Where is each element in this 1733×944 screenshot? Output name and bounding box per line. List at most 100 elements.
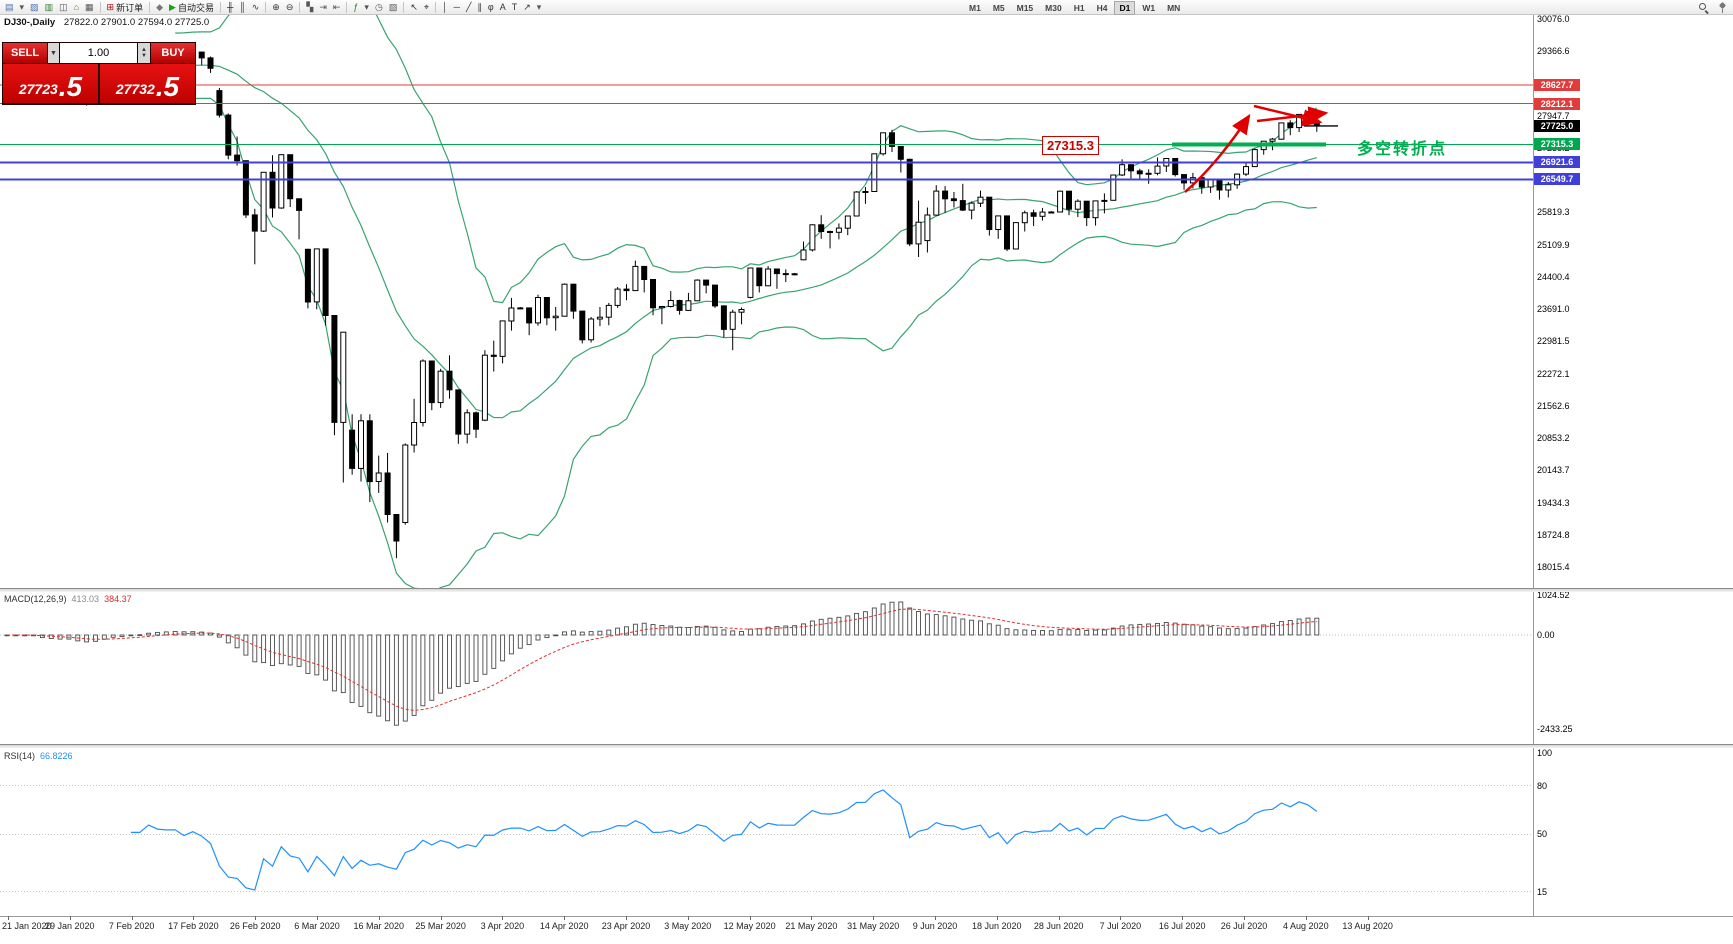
candles-chart-icon: ║ bbox=[239, 2, 246, 12]
price-axis-label: 19434.3 bbox=[1537, 497, 1570, 508]
chart-dropdown-button[interactable]: ▾ bbox=[18, 1, 27, 14]
tab-timeframe-M1[interactable]: M1 bbox=[969, 3, 981, 13]
time-tick bbox=[1305, 916, 1307, 920]
time-axis-label: 26 Feb 2020 bbox=[229, 921, 281, 931]
one-click-trading-panel: SELL ▼ 1.00 ▲ ▼ BUY 27723 .5 27732 .5 bbox=[2, 42, 196, 105]
tab-timeframe-W1[interactable]: W1 bbox=[1142, 3, 1156, 13]
tab-timeframe-M5[interactable]: M5 bbox=[992, 3, 1005, 13]
time-axis-label: 31 May 2020 bbox=[847, 921, 900, 931]
channel-button[interactable]: ∥ bbox=[475, 1, 484, 14]
macd-main-value: 413.03 bbox=[71, 594, 100, 604]
rsi-name: RSI(14) bbox=[4, 751, 36, 761]
toolbar-separator bbox=[219, 1, 221, 13]
arrows-tool-button[interactable]: ↗ bbox=[521, 1, 533, 14]
zoom-out-button[interactable]: ⊖ bbox=[284, 1, 296, 14]
buy-price-display[interactable]: 27732 .5 bbox=[100, 64, 195, 103]
sell-price-decimal: .5 bbox=[58, 71, 83, 102]
data-window-button[interactable]: ◫ bbox=[57, 1, 70, 14]
price-level-label[interactable]: 27315.3 bbox=[1042, 136, 1099, 155]
bars-chart-button[interactable]: ╫ bbox=[225, 1, 235, 14]
search-icon[interactable] bbox=[1698, 2, 1709, 13]
arrows-dropdown-icon: ▾ bbox=[536, 2, 542, 12]
sell-price-main: 27723 bbox=[18, 81, 58, 97]
toolbar: ▤ ▾ ▨ ▥ ◫ ⌂ ▦ ⊞ 新订单 ◆ ▶ 自动交易 ╫ ║ ∿ ⊕ ⊖ ▚ ⇥ ⇤ ƒ ▾ ◷ ▧ ↖ ⌖ │ ─ ╱ ∥ φ A T ↗ ▾… bbox=[0, 0, 1733, 15]
tab-timeframe-H4[interactable]: H4 bbox=[1096, 3, 1108, 13]
tile-windows-button[interactable]: ▚ bbox=[304, 1, 315, 14]
volume-input[interactable]: 1.00 bbox=[60, 43, 137, 63]
indicators-button[interactable]: ƒ bbox=[351, 1, 360, 14]
sell-button[interactable]: SELL bbox=[3, 43, 47, 63]
time-axis-label: 21 May 2020 bbox=[785, 921, 838, 931]
buy-button[interactable]: BUY bbox=[151, 43, 195, 63]
profiles-icon: ▨ bbox=[30, 2, 39, 12]
toolbar-separator bbox=[299, 1, 301, 13]
market-watch-button[interactable]: ▥ bbox=[43, 1, 56, 14]
toolbar-icons: ▤ ▾ ▨ ▥ ◫ ⌂ ▦ ⊞ 新订单 ◆ ▶ 自动交易 ╫ ║ ∿ ⊕ ⊖ ▚ ⇥ ⇤ ƒ ▾ ◷ ▧ ↖ ⌖ │ ─ ╱ ∥ φ A T ↗ ▾ bbox=[2, 0, 544, 15]
rsi-axis-label: 100 bbox=[1537, 747, 1553, 758]
chart-shift-icon: ⇤ bbox=[332, 2, 341, 12]
line-chart-icon: ∿ bbox=[251, 2, 260, 12]
time-tick bbox=[1244, 916, 1245, 920]
line-chart-button[interactable]: ∿ bbox=[250, 1, 262, 14]
navigator-button[interactable]: ⌂ bbox=[72, 1, 81, 14]
profiles-button[interactable]: ▨ bbox=[28, 1, 41, 14]
arrows-dropdown-button[interactable]: ▾ bbox=[535, 1, 544, 14]
cursor-button[interactable]: ↖ bbox=[408, 1, 420, 14]
time-axis[interactable] bbox=[0, 916, 1733, 944]
text-label-button[interactable]: T bbox=[510, 1, 520, 14]
toolbar-separator bbox=[346, 1, 348, 13]
panel-divider[interactable] bbox=[0, 588, 1733, 592]
templates-button[interactable]: ▧ bbox=[387, 1, 400, 14]
time-tick bbox=[255, 916, 257, 920]
chart-dropdown-icon: ▾ bbox=[19, 2, 25, 12]
tab-timeframe-D1[interactable]: D1 bbox=[1114, 1, 1136, 15]
time-axis-label: 23 Apr 2020 bbox=[601, 921, 651, 931]
text-button[interactable]: A bbox=[498, 1, 508, 14]
volume-stepper[interactable]: ▲ ▼ bbox=[138, 43, 150, 63]
price-axis-label: 20853.2 bbox=[1537, 433, 1570, 444]
price-axis-badge: 27315.3 bbox=[1534, 138, 1580, 151]
pin-icon[interactable] bbox=[1716, 2, 1727, 13]
metaeditor-button[interactable]: ◆ bbox=[154, 1, 165, 14]
indicators-dropdown-button[interactable]: ▾ bbox=[362, 1, 371, 14]
timeframe-bar: M1 M5 M15 M30 H1 H4 D1 W1 MN bbox=[963, 1, 1186, 15]
time-tick bbox=[1182, 916, 1184, 920]
price-chart[interactable] bbox=[0, 15, 1533, 588]
new-order-button[interactable]: ⊞ 新订单 bbox=[105, 1, 146, 14]
toolbar-separator bbox=[434, 1, 436, 13]
rsi-panel[interactable] bbox=[0, 748, 1533, 916]
price-axis-label: 25109.9 bbox=[1537, 239, 1570, 250]
auto-scroll-button[interactable]: ⇥ bbox=[317, 1, 329, 14]
terminal-button[interactable]: ▦ bbox=[83, 1, 96, 14]
price-axis-label: 22272.1 bbox=[1537, 368, 1570, 379]
new-chart-icon: ▤ bbox=[5, 2, 14, 12]
rsi-indicator-label: RSI(14) 66.8226 bbox=[4, 751, 73, 761]
time-axis-label: 7 Feb 2020 bbox=[108, 921, 155, 931]
price-axis-badge: 26549.7 bbox=[1534, 173, 1580, 186]
fibonacci-button[interactable]: φ bbox=[486, 1, 496, 14]
sell-price-display[interactable]: 27723 .5 bbox=[3, 64, 98, 103]
time-axis-label: 13 Aug 2020 bbox=[1342, 921, 1393, 931]
price-axis[interactable] bbox=[1533, 15, 1596, 916]
vertical-line-button[interactable]: │ bbox=[440, 1, 450, 14]
tab-timeframe-H1[interactable]: H1 bbox=[1073, 3, 1085, 13]
crosshair-button[interactable]: ⌖ bbox=[422, 1, 431, 14]
zoom-in-button[interactable]: ⊕ bbox=[270, 1, 282, 14]
tab-timeframe-M30[interactable]: M30 bbox=[1045, 3, 1062, 13]
price-axis-label: 18724.8 bbox=[1537, 529, 1570, 540]
toolbar-right bbox=[1698, 2, 1727, 13]
time-tick bbox=[193, 916, 195, 920]
chart-shift-button[interactable]: ⇤ bbox=[331, 1, 343, 14]
periods-button[interactable]: ◷ bbox=[373, 1, 385, 14]
macd-panel[interactable] bbox=[0, 592, 1533, 744]
order-type-dropdown[interactable]: ▼ bbox=[48, 43, 59, 63]
trendline-button[interactable]: ╱ bbox=[464, 1, 473, 14]
auto-trading-button[interactable]: ▶ 自动交易 bbox=[167, 1, 216, 14]
new-chart-button[interactable]: ▤ bbox=[3, 1, 16, 14]
horizontal-line-button[interactable]: ─ bbox=[452, 1, 462, 14]
panel-divider[interactable] bbox=[0, 744, 1733, 748]
time-tick bbox=[564, 916, 566, 920]
candles-chart-button[interactable]: ║ bbox=[237, 1, 247, 14]
tab-timeframe-M15[interactable]: M15 bbox=[1016, 3, 1034, 13]
tab-timeframe-MN[interactable]: MN bbox=[1167, 3, 1181, 13]
